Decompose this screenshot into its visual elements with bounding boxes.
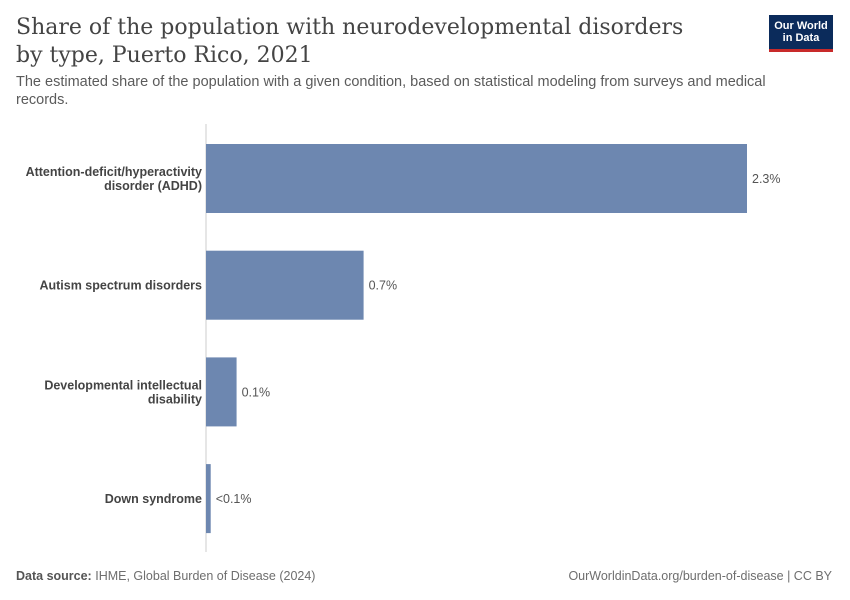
category-label-line: disorder (ADHD) — [104, 179, 202, 193]
data-source-label: Data source: — [16, 569, 92, 583]
category-label-line: Developmental intellectual — [44, 378, 202, 392]
category-label-1: Autism spectrum disorders — [39, 279, 202, 293]
bar-chart: 2.3% Attention-deficit/hyperactivity disor… — [26, 124, 781, 552]
bar-0[interactable] — [206, 144, 747, 213]
data-source-text[interactable]: IHME, Global Burden of Disease (2024) — [95, 569, 316, 583]
footer-credit[interactable]: OurWorldinData.org/burden-of-disease | C… — [568, 569, 832, 583]
bar-3[interactable] — [206, 464, 211, 534]
logo-line-1: Our World — [774, 20, 828, 32]
category-label-line: Autism spectrum disorders — [39, 279, 202, 293]
data-source: Data source: IHME, Global Burden of Dise… — [16, 569, 315, 583]
bar-value-label-3: <0.1% — [216, 492, 252, 506]
owid-logo[interactable]: Our World in Data — [769, 15, 833, 52]
category-label-2: Developmental intellectual disability — [44, 378, 202, 406]
category-label-line: Attention-deficit/hyperactivity — [26, 165, 202, 179]
category-label-3: Down syndrome — [105, 492, 202, 506]
chart-subtitle: The estimated share of the population wi… — [16, 74, 766, 108]
bar-value-label-1: 0.7% — [369, 279, 398, 293]
category-label-line: Down syndrome — [105, 492, 202, 506]
bar-value-label-0: 2.3% — [752, 172, 781, 186]
category-label-line: disability — [148, 392, 202, 406]
logo-line-2: in Data — [782, 32, 820, 44]
bar-value-label-2: 0.1% — [242, 385, 270, 399]
bar-1[interactable] — [206, 250, 364, 320]
category-label-0: Attention-deficit/hyperactivity disorder … — [26, 165, 202, 193]
chart-title: Share of the population with neurodevelo… — [16, 15, 684, 68]
bar-2[interactable] — [206, 357, 237, 427]
